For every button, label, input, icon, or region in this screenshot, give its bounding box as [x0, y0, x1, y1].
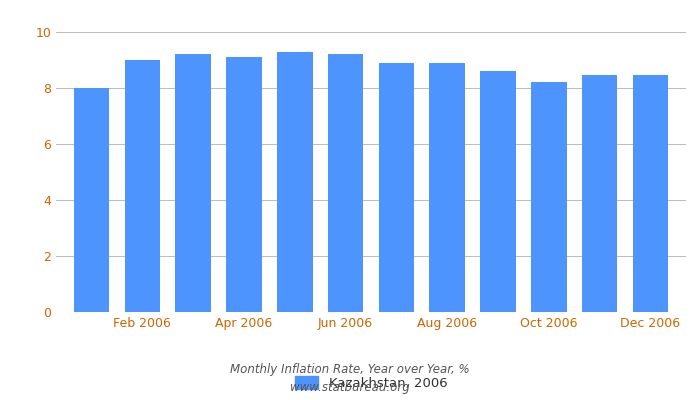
- Bar: [277, 52, 313, 312]
- Bar: [328, 54, 363, 312]
- Bar: [176, 54, 211, 312]
- Bar: [429, 63, 465, 312]
- Bar: [531, 82, 566, 312]
- Legend: Kazakhstan, 2006: Kazakhstan, 2006: [288, 369, 454, 396]
- Bar: [582, 76, 617, 312]
- Bar: [480, 71, 516, 312]
- Bar: [226, 57, 262, 312]
- Text: www.statbureau.org: www.statbureau.org: [290, 382, 410, 394]
- Text: Monthly Inflation Rate, Year over Year, %: Monthly Inflation Rate, Year over Year, …: [230, 364, 470, 376]
- Bar: [74, 88, 109, 312]
- Bar: [633, 76, 668, 312]
- Bar: [379, 63, 414, 312]
- Bar: [125, 60, 160, 312]
